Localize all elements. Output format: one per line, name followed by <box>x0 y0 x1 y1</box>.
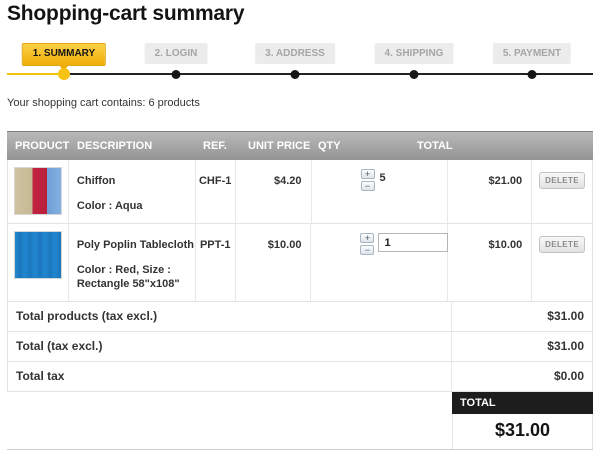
product-unit-price: $10.00 <box>236 224 312 301</box>
minus-icon: − <box>364 180 371 191</box>
step-login-badge: 2. LOGIN <box>144 43 208 64</box>
totals-value: $31.00 <box>451 302 592 331</box>
step-dot-summary <box>58 68 70 80</box>
totals-row-tax: Total tax $0.00 <box>7 362 593 392</box>
grand-total-value: $31.00 <box>452 414 593 449</box>
step-dot-shipping <box>409 70 419 79</box>
column-header-ref: REF. <box>203 140 227 152</box>
quantity-input[interactable] <box>378 233 449 252</box>
product-qty-cell: + − <box>311 224 449 301</box>
totals-label: Total tax <box>16 369 65 383</box>
column-header-total: TOTAL <box>417 140 453 152</box>
plus-icon: + <box>364 168 371 179</box>
product-description-cell: Poly Poplin Tablecloth Color : Red, Size… <box>69 224 196 301</box>
product-delete-cell: DELETE <box>532 224 592 301</box>
quantity-decrease-button[interactable]: − <box>360 180 375 191</box>
grand-total-spacer <box>7 392 452 450</box>
product-qty-cell: + − 5 <box>312 160 449 223</box>
grand-total-bar-label: TOTAL <box>452 392 593 414</box>
grand-total-row: TOTAL $31.00 <box>7 392 593 450</box>
cart-row-tablecloth: Poly Poplin Tablecloth Color : Red, Size… <box>7 224 593 302</box>
page-title: Shopping-cart summary <box>7 2 245 25</box>
product-name[interactable]: Chiffon <box>76 175 116 187</box>
cart-table: PRODUCT DESCRIPTION REF. UNIT PRICE QTY … <box>7 131 593 450</box>
product-image-cell <box>8 160 69 223</box>
cart-table-header: PRODUCT DESCRIPTION REF. UNIT PRICE QTY … <box>7 131 593 160</box>
column-header-product: PRODUCT <box>15 140 70 152</box>
delete-button[interactable]: DELETE <box>539 172 586 189</box>
step-summary-badge: 1. SUMMARY <box>21 43 107 71</box>
quantity-increase-button[interactable]: + <box>360 232 375 243</box>
step-dot-payment <box>527 70 537 79</box>
column-header-description: DESCRIPTION <box>77 140 153 152</box>
product-ref: PPT-1 <box>196 224 236 301</box>
product-attributes: Color : Red, Size : Rectangle 58"x108" <box>76 264 180 290</box>
quantity-decrease-button[interactable]: − <box>360 244 375 255</box>
step-dot-login <box>171 70 181 79</box>
column-header-unit-price: UNIT PRICE <box>248 140 311 152</box>
product-delete-cell: DELETE <box>532 160 592 223</box>
product-image-tablecloth[interactable] <box>14 231 62 279</box>
product-description-cell: Chiffon Color : Aqua <box>69 160 196 223</box>
product-image-cell <box>8 224 69 301</box>
step-shipping-badge: 4. SHIPPING <box>374 43 454 64</box>
product-line-total: $21.00 <box>448 160 533 223</box>
product-unit-price: $4.20 <box>236 160 312 223</box>
totals-row-tax-excl: Total (tax excl.) $31.00 <box>7 332 593 362</box>
product-attributes: Color : Aqua <box>76 200 143 212</box>
product-name[interactable]: Poly Poplin Tablecloth <box>76 239 194 251</box>
step-dot-address <box>290 70 300 79</box>
checkout-steps: 1. SUMMARY 2. LOGIN 3. ADDRESS 4. SHIPPI… <box>7 42 593 86</box>
step-payment-badge: 5. PAYMENT <box>492 43 572 64</box>
delete-button[interactable]: DELETE <box>539 236 586 253</box>
cart-summary-text: Your shopping cart contains: 6 products <box>7 97 200 109</box>
totals-row-products: Total products (tax excl.) $31.00 <box>7 302 593 332</box>
product-line-total: $10.00 <box>448 224 533 301</box>
minus-icon: − <box>364 244 371 255</box>
totals-value: $31.00 <box>451 332 592 361</box>
step-progress-line <box>7 73 593 75</box>
step-address-badge: 3. ADDRESS <box>255 43 335 64</box>
quantity-increase-button[interactable]: + <box>360 168 375 179</box>
product-ref: CHF-1 <box>196 160 236 223</box>
quantity-value: 5 <box>379 172 386 184</box>
totals-value: $0.00 <box>451 362 592 391</box>
product-image-chiffon[interactable] <box>14 167 62 215</box>
column-header-qty: QTY <box>318 140 341 152</box>
grand-total-box: TOTAL $31.00 <box>452 392 593 450</box>
totals-label: Total (tax excl.) <box>16 339 103 353</box>
cart-row-chiffon: Chiffon Color : Aqua CHF-1 $4.20 + − 5 <box>7 160 593 224</box>
step-progress-line-active <box>7 73 64 75</box>
plus-icon: + <box>364 232 371 243</box>
totals-label: Total products (tax excl.) <box>16 309 158 323</box>
